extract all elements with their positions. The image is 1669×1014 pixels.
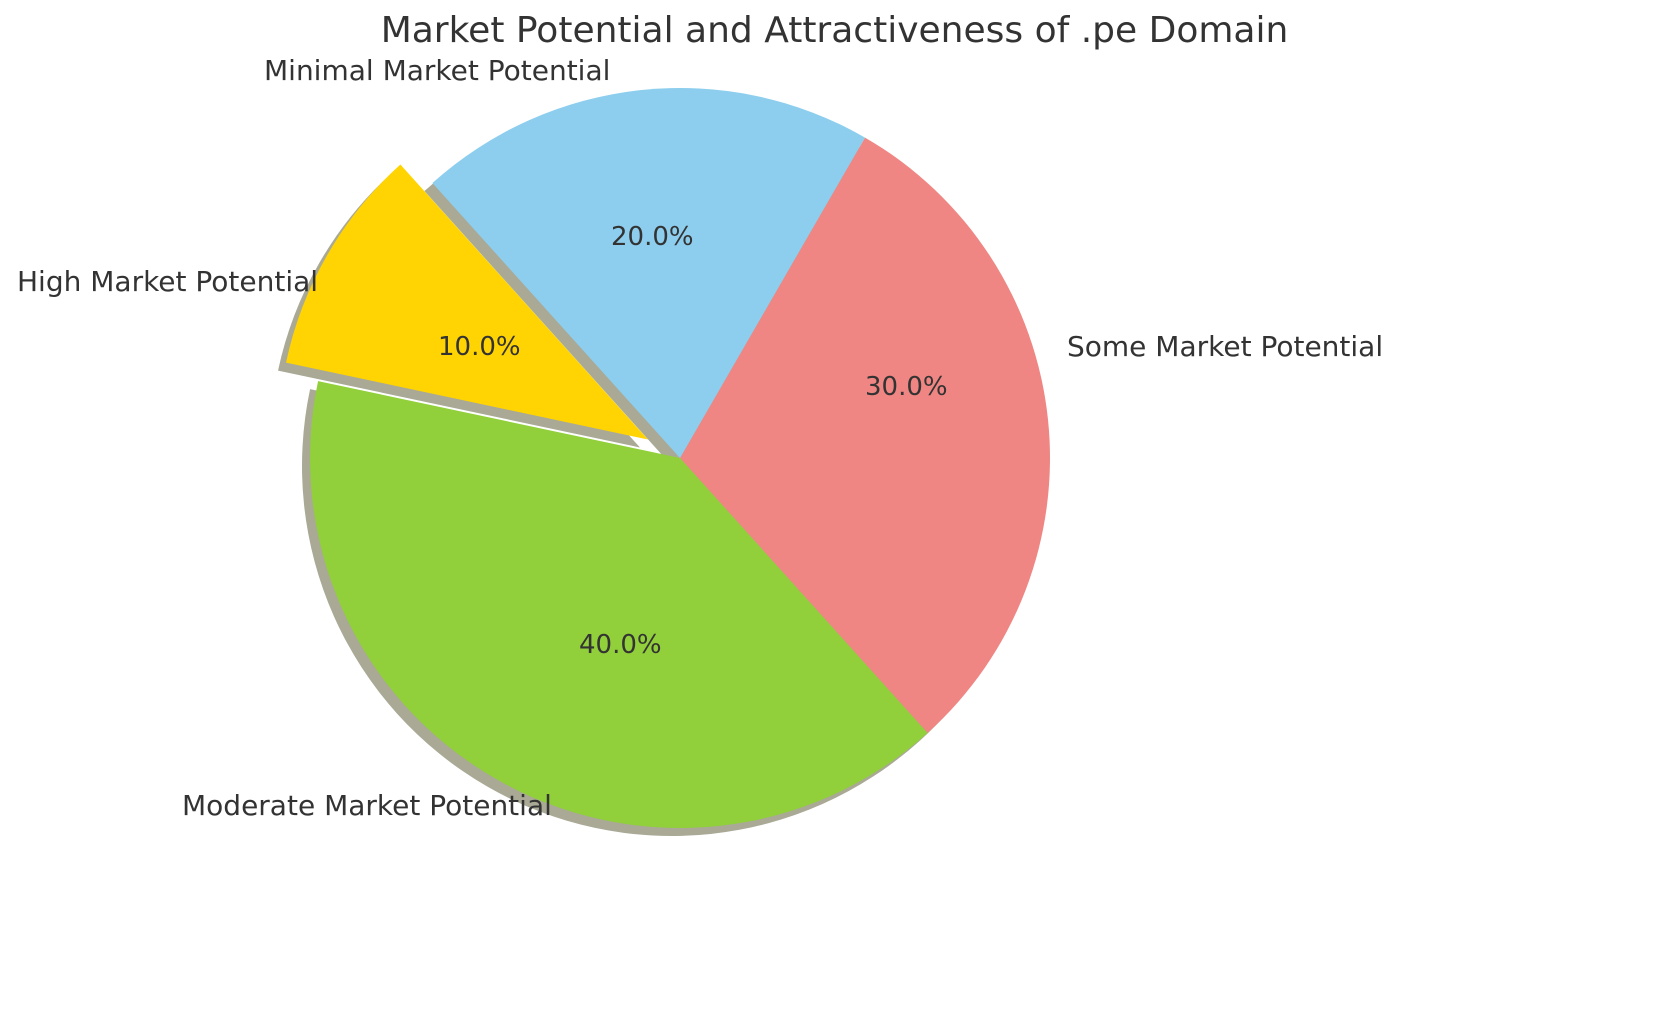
pie-chart-svg xyxy=(0,0,1669,1014)
pie-slice-label: Moderate Market Potential xyxy=(182,789,552,822)
pie-slice-label: Some Market Potential xyxy=(1067,330,1383,363)
pie-slice-pct: 10.0% xyxy=(438,332,521,362)
pie-slice-pct: 20.0% xyxy=(611,222,694,252)
pie-chart-container: Market Potential and Attractiveness of .… xyxy=(0,0,1669,1014)
pie-slice-pct: 30.0% xyxy=(865,372,948,402)
pie-slice-pct: 40.0% xyxy=(579,630,662,660)
pie-slice-label: Minimal Market Potential xyxy=(264,54,610,87)
pie-slice-label: High Market Potential xyxy=(17,265,318,298)
